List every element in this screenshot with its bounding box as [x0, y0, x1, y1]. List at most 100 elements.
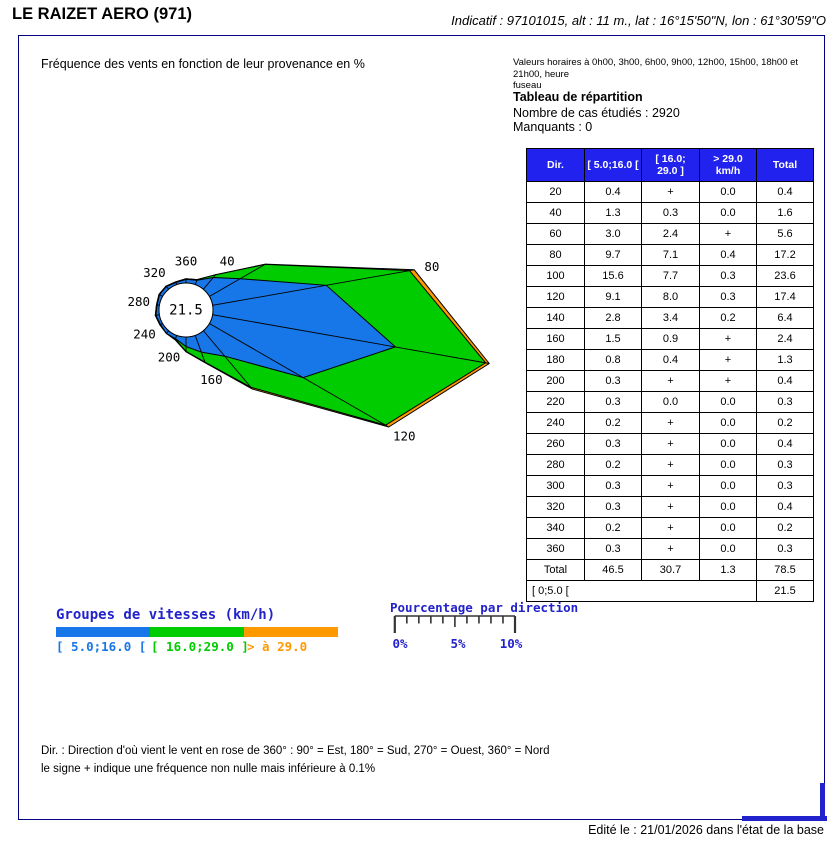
table-cell: 180: [526, 349, 585, 371]
legend-labels: [ 5.0;16.0 [ [ 16.0;29.0 ] > à 29.0: [56, 639, 376, 654]
ruler-tick-label: 5%: [450, 636, 466, 651]
legend-swatch-1: [150, 627, 244, 637]
direction-label: 40: [220, 253, 235, 268]
table-cell: Total: [526, 559, 585, 581]
table-cell: 0.4: [584, 181, 642, 203]
table-row: 40 1.3 0.3 0.0 1.6: [526, 202, 814, 224]
table-cell: 200: [526, 370, 585, 392]
table-row: 300 0.3 +0.0 0.3: [526, 475, 814, 497]
table-cell: 9.1: [584, 286, 642, 308]
scale-title: Pourcentage par direction: [390, 600, 579, 615]
table-cell: 0.4: [641, 349, 700, 371]
table-row: 160 1.5 0.9 +2.4: [526, 328, 814, 350]
table-cell: 1.3: [584, 202, 642, 224]
table-cell: 2.4: [641, 223, 700, 245]
table-cell: +: [641, 538, 700, 560]
table-cell: 0.4: [756, 433, 814, 455]
direction-label: 280: [128, 294, 151, 309]
legend-swatch-2: [244, 627, 338, 637]
direction-label: 200: [158, 349, 181, 364]
table-cell: 160: [526, 328, 585, 350]
table-cell: +: [699, 349, 757, 371]
corner-mark-horizontal: [742, 816, 827, 821]
ruler-tick-label: 0%: [392, 636, 408, 651]
table-cell: 0.0: [699, 202, 757, 224]
table-cell: 17.2: [756, 244, 814, 266]
table-cell: +: [641, 181, 700, 203]
calm-value: 21.5: [169, 303, 203, 319]
table-cell: 0.4: [699, 244, 757, 266]
table-cell: 0.0: [699, 433, 757, 455]
direction-label: 160: [200, 372, 223, 387]
table-cell: +: [641, 496, 700, 518]
rose-spoke: [185, 309, 389, 428]
direction-label: 240: [133, 327, 156, 342]
table-row: 260 0.3 +0.0 0.4: [526, 433, 814, 455]
table-cell: 1.3: [699, 559, 757, 581]
table-cell: +: [641, 517, 700, 539]
table-row: 340 0.2 +0.0 0.2: [526, 517, 814, 539]
table-cell: 1.3: [756, 349, 814, 371]
table-cell: 0.3: [699, 286, 757, 308]
table-cell: 0.0: [699, 412, 757, 434]
table-cell: 0.4: [756, 181, 814, 203]
table-cell: 0.3: [584, 391, 642, 413]
missing-count: Manquants : 0: [513, 120, 593, 134]
table-cell: 23.6: [756, 265, 814, 287]
station-info: Indicatif : 97101015, alt : 11 m., lat :…: [451, 13, 826, 28]
column-header: Total: [756, 148, 814, 182]
table-cell: 340: [526, 517, 585, 539]
table-row: 360 0.3 +0.0 0.3: [526, 538, 814, 560]
column-header: [ 5.0;16.0 [: [584, 148, 642, 182]
table-row: 140 2.8 3.4 0.2 6.4: [526, 307, 814, 329]
table-cell: 260: [526, 433, 585, 455]
legend-title: Groupes de vitesses (km/h): [56, 607, 276, 623]
column-header: [ 16.0; 29.0 ]: [641, 148, 700, 182]
table-cell: 220: [526, 391, 585, 413]
calm-row: [ 0;5.0 [21.5: [526, 580, 814, 602]
table-cell: +: [699, 328, 757, 350]
table-row: 240 0.2 +0.0 0.2: [526, 412, 814, 434]
table-cell: 20: [526, 181, 585, 203]
direction-label: 120: [393, 429, 416, 444]
table-cell: 0.3: [584, 433, 642, 455]
corner-mark-vertical: [820, 783, 825, 821]
table-cell: 0.2: [756, 517, 814, 539]
table-cell: 0.2: [584, 454, 642, 476]
direction-label: 80: [424, 259, 439, 274]
table-cell: +: [699, 223, 757, 245]
table-cell: 100: [526, 265, 585, 287]
table-cell: +: [699, 370, 757, 392]
table-cell: 46.5: [584, 559, 642, 581]
table-cell: 7.1: [641, 244, 700, 266]
table-cell: 30.7: [641, 559, 700, 581]
table-cell: 1.6: [756, 202, 814, 224]
column-header: > 29.0 km/h: [699, 148, 757, 182]
distribution-table: Dir.[ 5.0;16.0 [[ 16.0; 29.0 ] > 29.0 km/…: [526, 148, 814, 602]
edited-date: Edité le : 21/01/2026 dans l'état de la …: [588, 823, 824, 837]
legend-label-1: [ 16.0;29.0 ]: [151, 639, 249, 654]
table-cell: 0.3: [584, 538, 642, 560]
table-cell: 0.2: [584, 412, 642, 434]
table-cell: 7.7: [641, 265, 700, 287]
table-cell: 0.3: [756, 454, 814, 476]
table-cell: 9.7: [584, 244, 642, 266]
table-cell: 15.6: [584, 265, 642, 287]
legend-label-2: > à 29.0: [247, 639, 308, 654]
table-cell: 240: [526, 412, 585, 434]
table-cell: 0.9: [641, 328, 700, 350]
table-cell: 320: [526, 496, 585, 518]
direction-label: 320: [143, 265, 166, 280]
table-row: 180 0.8 0.4 +1.3: [526, 349, 814, 371]
scale-ruler: [393, 615, 517, 633]
direction-label: 360: [175, 253, 198, 268]
chart-subtitle: Fréquence des vents en fonction de leur …: [41, 57, 365, 71]
distribution-table-title: Tableau de répartition: [513, 90, 643, 104]
table-cell: 280: [526, 454, 585, 476]
legend-swatch-0: [56, 627, 150, 637]
report-panel: Fréquence des vents en fonction de leur …: [18, 35, 825, 820]
plus-sign-note: le signe + indique une fréquence non nul…: [41, 763, 376, 775]
table-cell: 0.3: [584, 496, 642, 518]
legend-label-0: [ 5.0;16.0 [: [56, 639, 147, 654]
